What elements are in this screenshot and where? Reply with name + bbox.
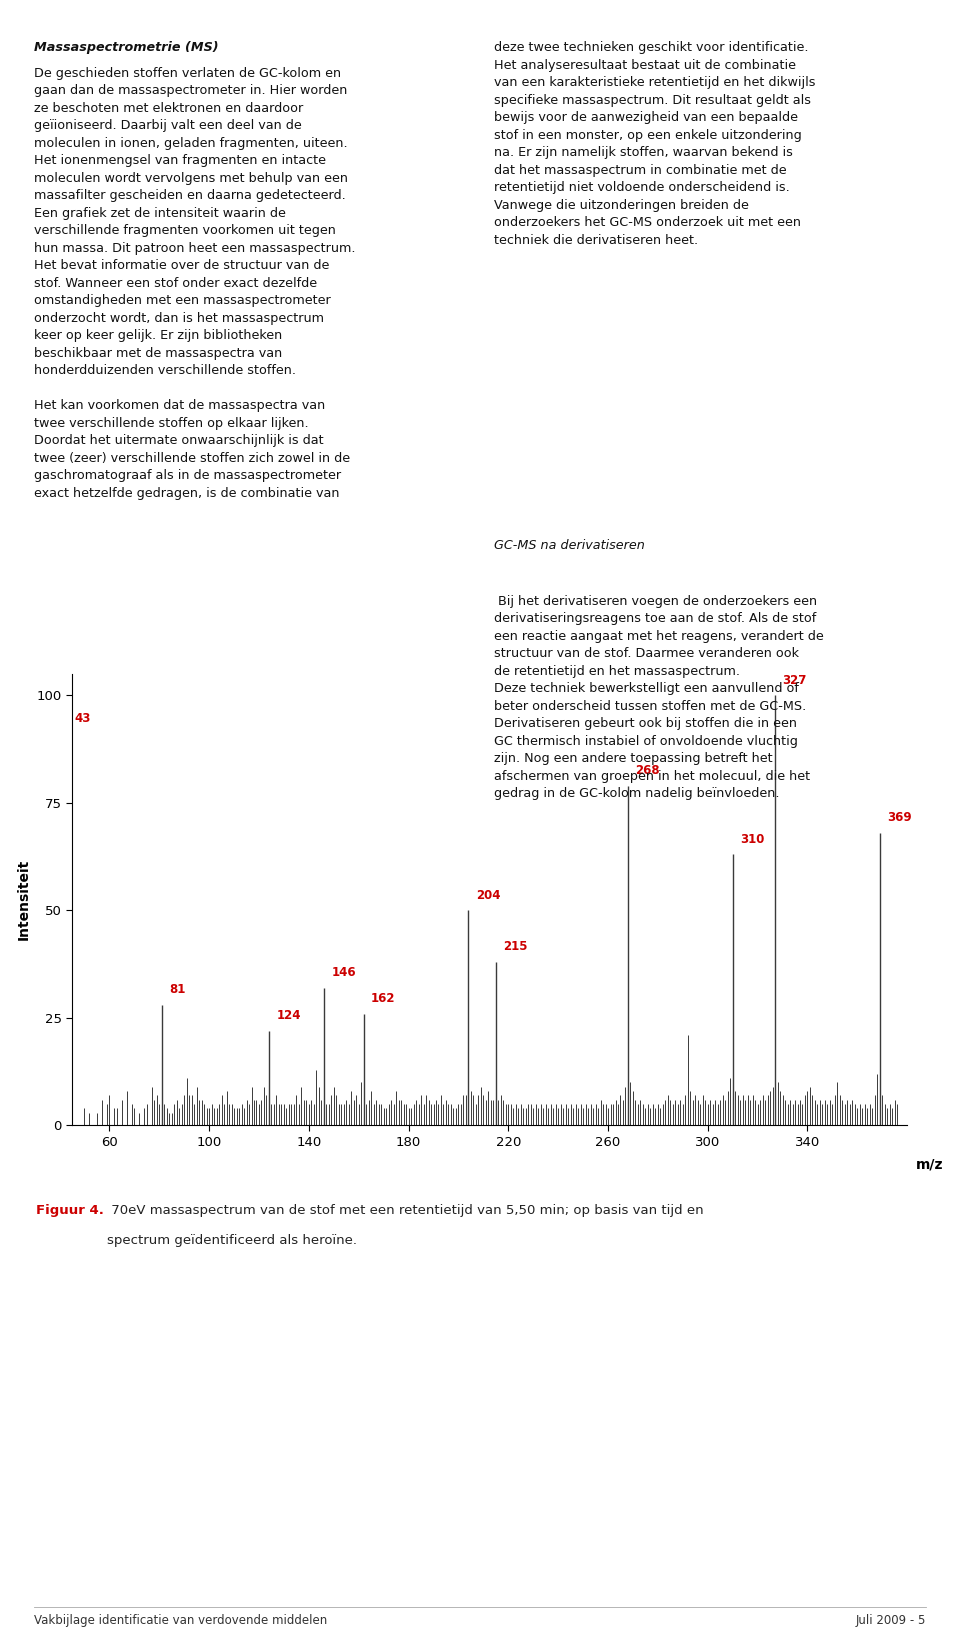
Text: Figuur 4.: Figuur 4. — [36, 1204, 105, 1217]
Text: Bij het derivatiseren voegen de onderzoekers een
derivatiseringsreagens toe aan : Bij het derivatiseren voegen de onderzoe… — [494, 595, 824, 800]
Text: 43: 43 — [75, 713, 91, 725]
Text: 162: 162 — [372, 992, 396, 1006]
Text: 215: 215 — [503, 940, 528, 953]
Text: Vakbijlage identificatie van verdovende middelen: Vakbijlage identificatie van verdovende … — [34, 1613, 326, 1627]
Text: 310: 310 — [740, 833, 764, 846]
Text: m/z: m/z — [916, 1157, 943, 1171]
Text: Massaspectrometrie (MS): Massaspectrometrie (MS) — [34, 41, 218, 54]
Text: 124: 124 — [276, 1009, 300, 1022]
Text: 146: 146 — [331, 966, 356, 979]
Text: 81: 81 — [169, 984, 185, 996]
Text: 369: 369 — [887, 812, 912, 825]
Text: 70eV massaspectrum van de stof met een retentietijd van 5,50 min; op basis van t: 70eV massaspectrum van de stof met een r… — [107, 1204, 703, 1217]
Text: 327: 327 — [782, 674, 807, 687]
Text: De geschieden stoffen verlaten de GC-kolom en
gaan dan de massaspectrometer in. : De geschieden stoffen verlaten de GC-kol… — [34, 66, 355, 499]
Text: deze twee technieken geschikt voor identificatie.
Het analyseresultaat bestaat u: deze twee technieken geschikt voor ident… — [494, 41, 816, 246]
Text: 204: 204 — [476, 889, 500, 902]
Text: 268: 268 — [636, 764, 660, 777]
Text: GC-MS na derivatiseren: GC-MS na derivatiseren — [494, 521, 645, 552]
Text: Juli 2009 - 5: Juli 2009 - 5 — [856, 1613, 926, 1627]
Y-axis label: Intensiteit: Intensiteit — [16, 859, 31, 940]
Text: spectrum geïdentificeerd als heroïne.: spectrum geïdentificeerd als heroïne. — [107, 1234, 356, 1247]
